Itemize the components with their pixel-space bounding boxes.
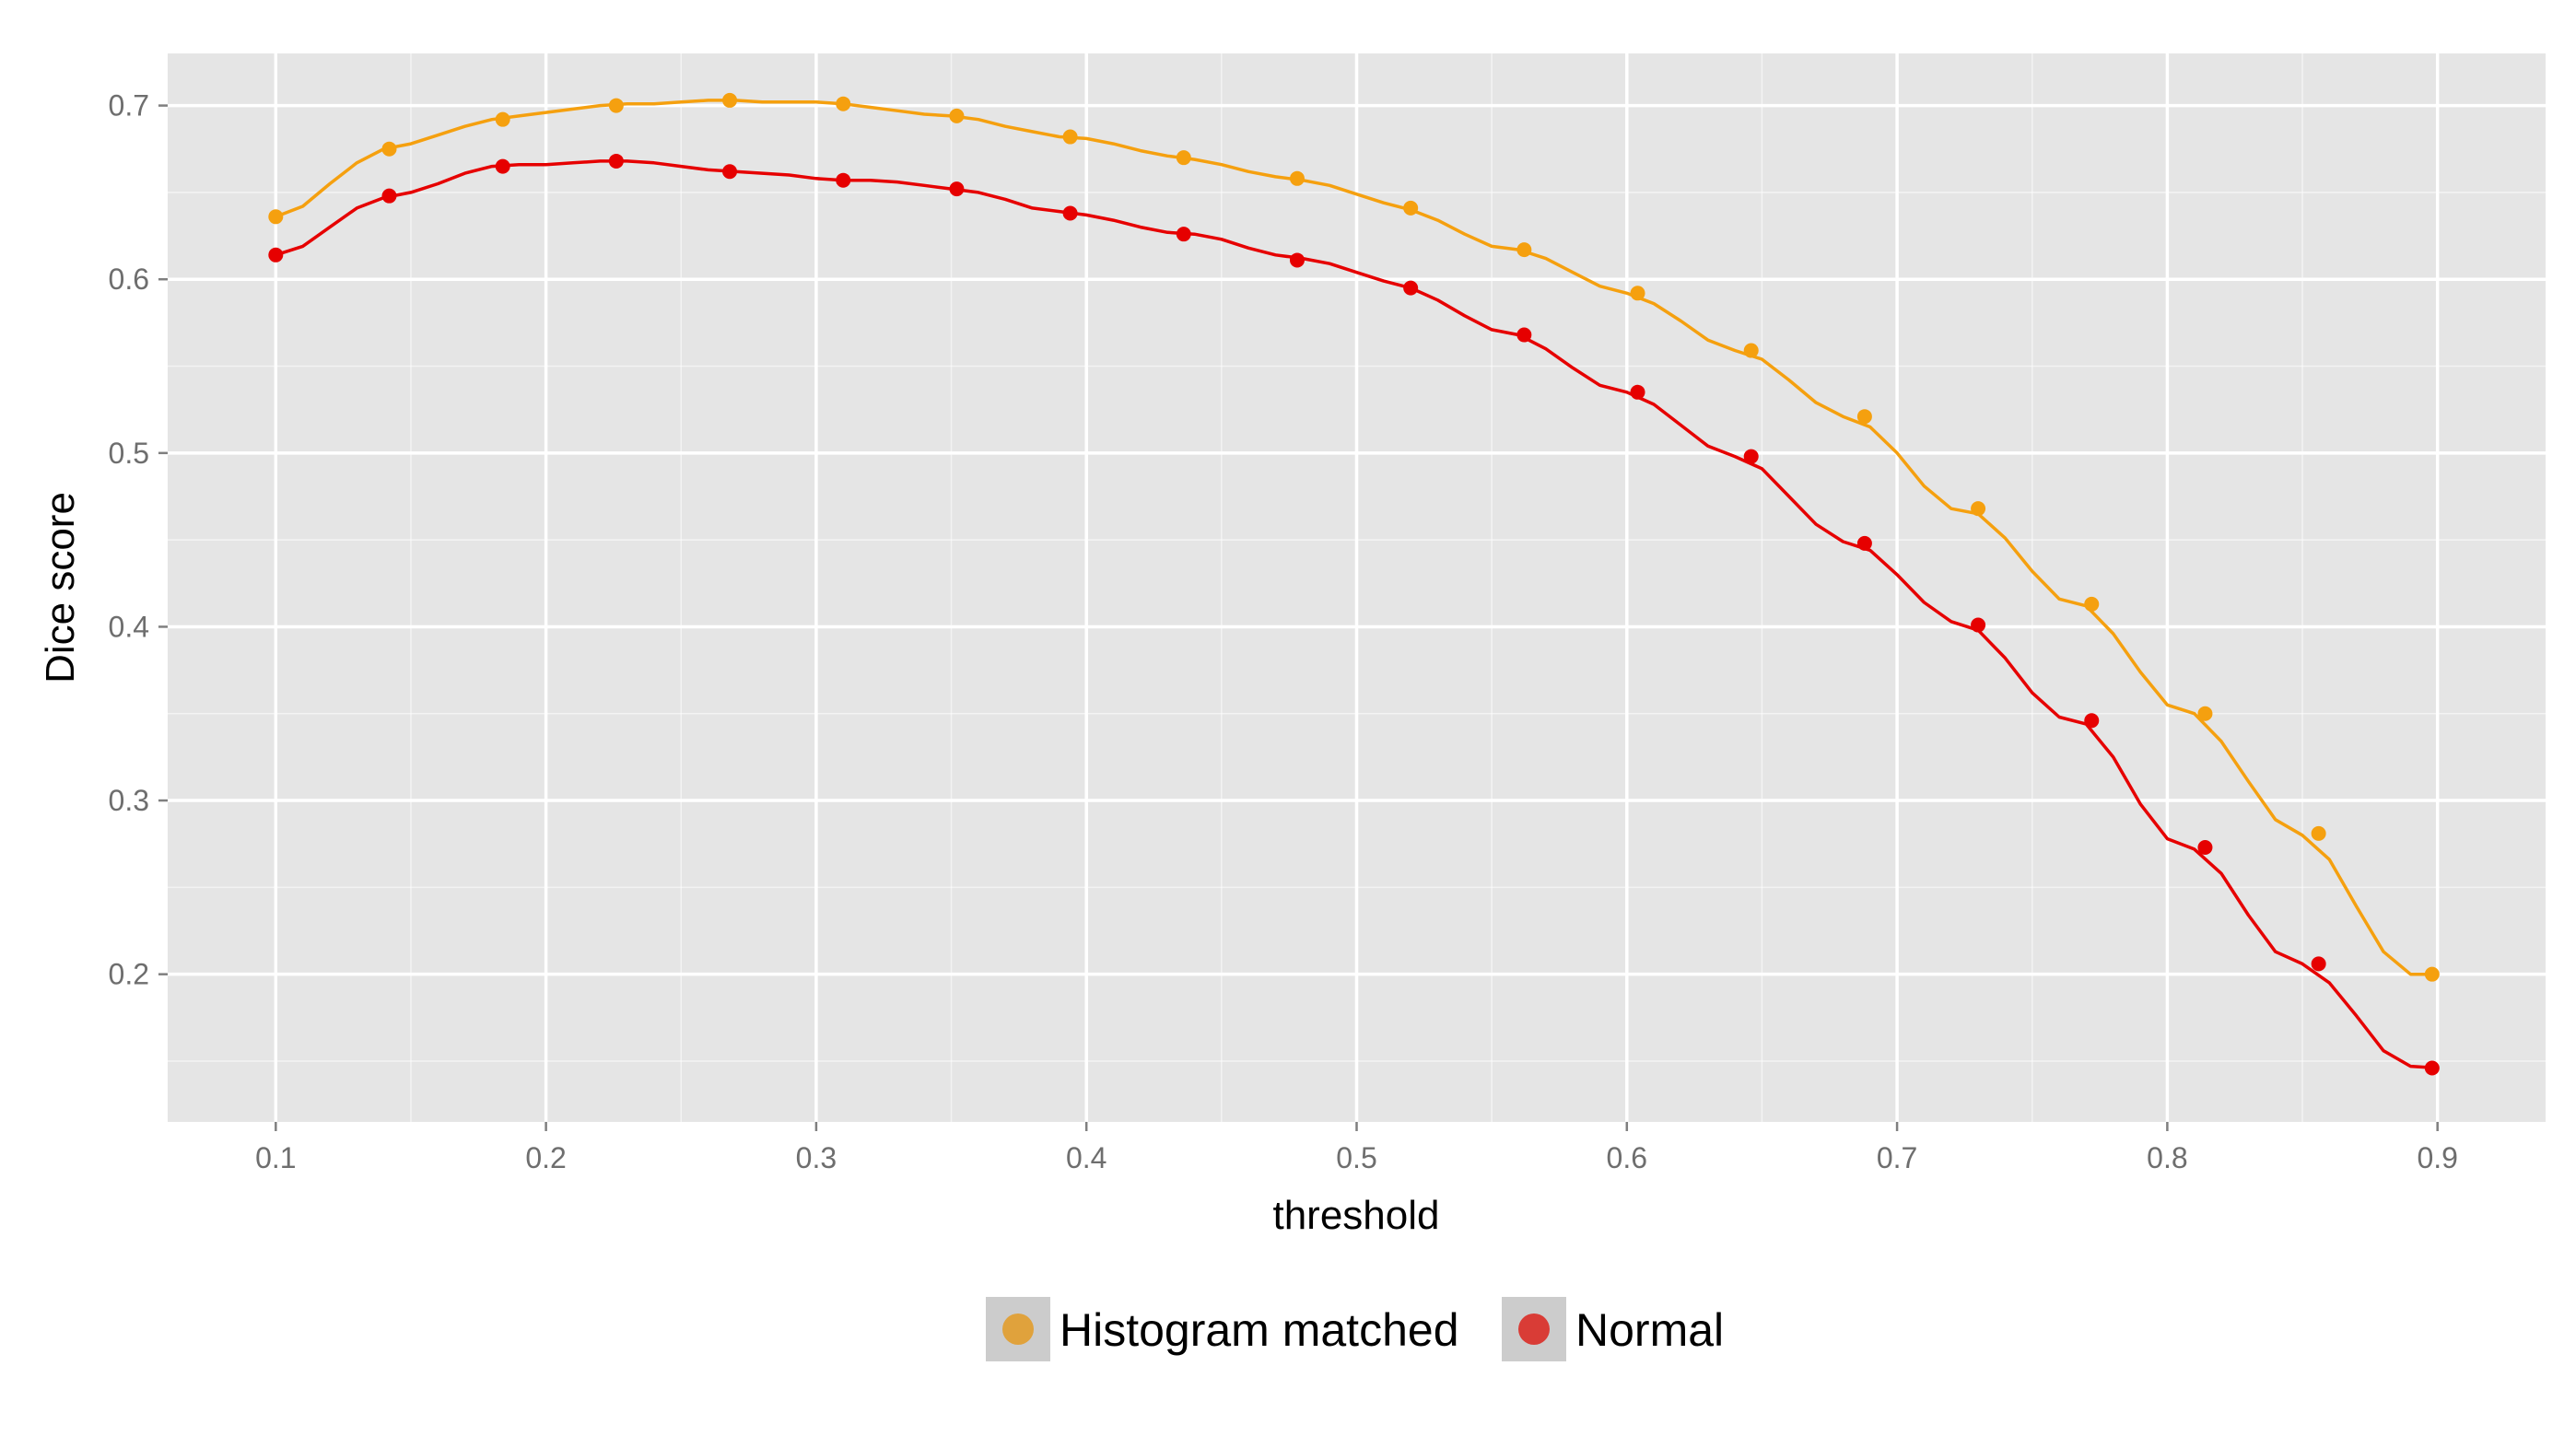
- data-point-normal: [1403, 280, 1419, 296]
- series-line-histogram-matched: [275, 99, 2438, 976]
- data-point-normal: [722, 164, 738, 180]
- data-point-histogram-matched: [1516, 242, 1532, 258]
- data-point-normal: [949, 181, 965, 197]
- y-tick-label: 0.5: [109, 437, 149, 470]
- data-point-normal: [1971, 617, 1986, 633]
- data-point-normal: [1289, 252, 1305, 268]
- data-point-histogram-matched: [1743, 343, 1759, 358]
- data-point-histogram-matched: [2197, 706, 2213, 721]
- y-tick-label: 0.3: [109, 784, 149, 817]
- y-tick-label: 0.4: [109, 610, 149, 643]
- data-point-histogram-matched: [1971, 501, 1986, 517]
- data-point-normal: [2424, 1060, 2440, 1076]
- data-point-normal: [1630, 384, 1645, 400]
- legend-swatch-histogram-matched: [1002, 1313, 1034, 1345]
- data-point-normal: [268, 247, 284, 263]
- data-point-normal: [2311, 956, 2326, 972]
- x-tick-label: 0.9: [2417, 1141, 2457, 1174]
- data-point-normal: [1743, 449, 1759, 464]
- data-point-histogram-matched: [381, 141, 397, 157]
- data-point-normal: [1856, 535, 1872, 551]
- data-point-histogram-matched: [495, 111, 510, 127]
- x-axis-ticks: 0.1 0.2 0.3 0.4 0.5 0.6 0.7 0.8 0.9: [255, 1122, 2458, 1174]
- data-point-histogram-matched: [1176, 150, 1191, 166]
- y-tick-label: 0.7: [109, 89, 149, 123]
- data-point-normal: [1176, 227, 1191, 242]
- data-point-normal: [836, 172, 851, 188]
- data-point-histogram-matched: [1630, 286, 1645, 301]
- x-tick-label: 0.5: [1336, 1141, 1376, 1174]
- data-point-histogram-matched: [1289, 170, 1305, 186]
- data-point-histogram-matched: [1062, 129, 1078, 145]
- data-point-histogram-matched: [949, 108, 965, 123]
- series-layer: [268, 92, 2440, 1076]
- x-tick-label: 0.4: [1066, 1141, 1107, 1174]
- x-tick-label: 0.1: [255, 1141, 296, 1174]
- legend: Histogram matched Normal: [986, 1297, 1724, 1361]
- data-point-histogram-matched: [268, 209, 284, 225]
- x-tick-label: 0.7: [1877, 1141, 1917, 1174]
- data-point-histogram-matched: [1856, 409, 1872, 425]
- x-tick-label: 0.3: [796, 1141, 837, 1174]
- data-point-histogram-matched: [608, 98, 624, 113]
- y-tick-label: 0.6: [109, 263, 149, 296]
- data-point-normal: [1516, 327, 1532, 343]
- series-line-normal: [275, 159, 2438, 1070]
- data-point-histogram-matched: [2424, 966, 2440, 982]
- data-point-histogram-matched: [836, 96, 851, 111]
- data-point-normal: [608, 153, 624, 169]
- legend-label-normal: Normal: [1575, 1304, 1724, 1356]
- legend-swatch-normal: [1518, 1313, 1550, 1345]
- legend-label-histogram-matched: Histogram matched: [1060, 1304, 1459, 1356]
- data-point-normal: [2084, 713, 2100, 729]
- x-tick-label: 0.8: [2147, 1141, 2187, 1174]
- data-point-histogram-matched: [1403, 200, 1419, 216]
- y-axis-ticks: 0.2 0.3 0.4 0.5 0.6 0.7: [109, 89, 168, 991]
- data-point-histogram-matched: [2084, 596, 2100, 612]
- x-tick-label: 0.6: [1607, 1141, 1647, 1174]
- x-tick-label: 0.2: [525, 1141, 566, 1174]
- x-axis-title: threshold: [1272, 1193, 1439, 1238]
- data-point-normal: [1062, 205, 1078, 221]
- data-point-normal: [495, 158, 510, 174]
- data-point-normal: [381, 188, 397, 204]
- major-gridlines: [168, 53, 2546, 1122]
- data-point-histogram-matched: [722, 92, 738, 108]
- data-point-histogram-matched: [2311, 825, 2326, 841]
- y-axis-title: Dice score: [38, 492, 83, 683]
- data-point-normal: [2197, 839, 2213, 855]
- y-tick-label: 0.2: [109, 958, 149, 991]
